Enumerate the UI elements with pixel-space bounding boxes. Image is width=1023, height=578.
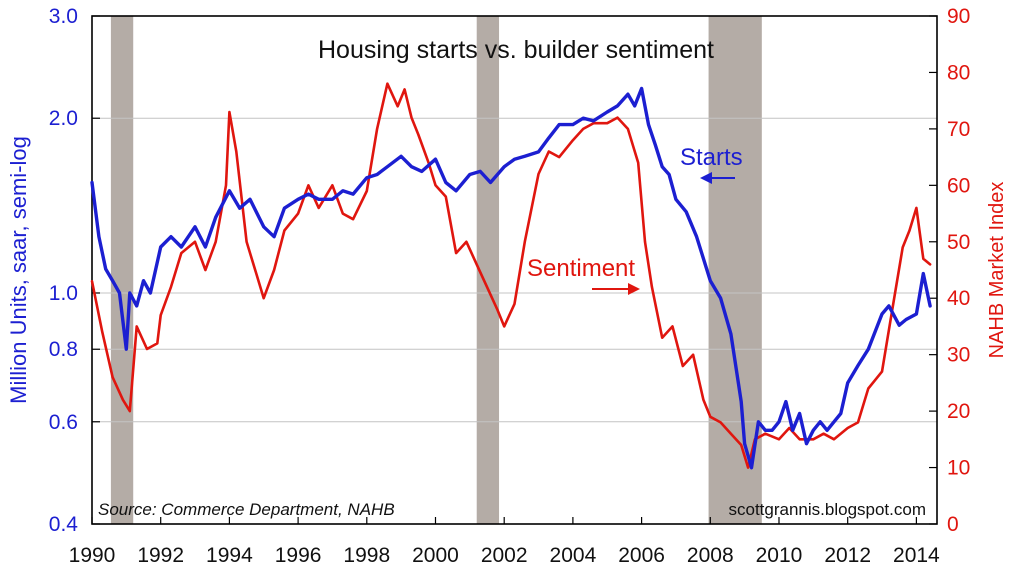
plot-frame bbox=[91, 15, 938, 525]
right-tick-label: 50 bbox=[947, 231, 970, 254]
x-tick-label: 2010 bbox=[756, 544, 803, 567]
right-tick-label: 90 bbox=[947, 5, 970, 28]
x-tick-label: 2002 bbox=[481, 544, 528, 567]
x-tick-label: 1998 bbox=[343, 544, 390, 567]
right-tick-label: 60 bbox=[947, 174, 970, 197]
right-tick-label: 0 bbox=[947, 513, 959, 536]
left-tick-label: 0.6 bbox=[49, 411, 78, 434]
gridlines bbox=[92, 117, 937, 423]
x-tick-label: 1990 bbox=[69, 544, 116, 567]
x-tick-label: 2000 bbox=[412, 544, 459, 567]
right-tick-label: 30 bbox=[947, 344, 970, 367]
x-tick-label: 2008 bbox=[687, 544, 734, 567]
left-tick-label: 1.0 bbox=[49, 282, 78, 305]
series-line-sentiment bbox=[90, 82, 932, 469]
x-tick-label: 2004 bbox=[550, 544, 597, 567]
left-axis-ticks: 0.4 0.6 0.8 1.0 2.0 3.0 bbox=[49, 5, 100, 536]
chart-title: Housing starts vs. builder sentiment bbox=[318, 36, 714, 64]
starts-annotation: Starts bbox=[680, 144, 743, 171]
x-axis-ticks: 1990 1992 1994 1996 1998 2000 2002 2004 2006 2008… bbox=[69, 517, 940, 567]
recession-band bbox=[476, 16, 500, 524]
right-tick-label: 20 bbox=[947, 400, 970, 423]
recession-band bbox=[110, 16, 134, 524]
source-note: Source: Commerce Department, NAHB bbox=[98, 500, 395, 519]
credit-text: scottgrannis.blogspot.com bbox=[729, 500, 927, 519]
left-tick-label: 0.8 bbox=[49, 338, 78, 361]
left-tick-label: 3.0 bbox=[49, 5, 78, 28]
x-tick-label: 1996 bbox=[275, 544, 322, 567]
starts-arrow-icon bbox=[700, 172, 735, 184]
right-axis-ticks: 0 10 20 30 40 50 60 70 80 90 bbox=[929, 5, 970, 536]
x-tick-label: 2014 bbox=[893, 544, 940, 567]
series-line-starts bbox=[90, 86, 932, 470]
right-tick-label: 40 bbox=[947, 287, 970, 310]
right-tick-label: 70 bbox=[947, 118, 970, 141]
sentiment-arrow-icon bbox=[592, 283, 640, 295]
x-tick-label: 2006 bbox=[618, 544, 665, 567]
x-tick-label: 1992 bbox=[137, 544, 184, 567]
sentiment-annotation: Sentiment bbox=[527, 255, 635, 282]
x-tick-label: 2012 bbox=[824, 544, 871, 567]
right-tick-label: 80 bbox=[947, 61, 970, 84]
left-axis-title: Million Units, saar, semi-log bbox=[6, 136, 31, 404]
left-tick-label: 0.4 bbox=[49, 513, 79, 536]
series-lines bbox=[90, 82, 932, 470]
right-axis-title: NAHB Market Index bbox=[986, 182, 1008, 359]
left-tick-label: 2.0 bbox=[49, 107, 78, 130]
right-tick-label: 10 bbox=[947, 457, 970, 480]
x-tick-label: 1994 bbox=[206, 544, 253, 567]
